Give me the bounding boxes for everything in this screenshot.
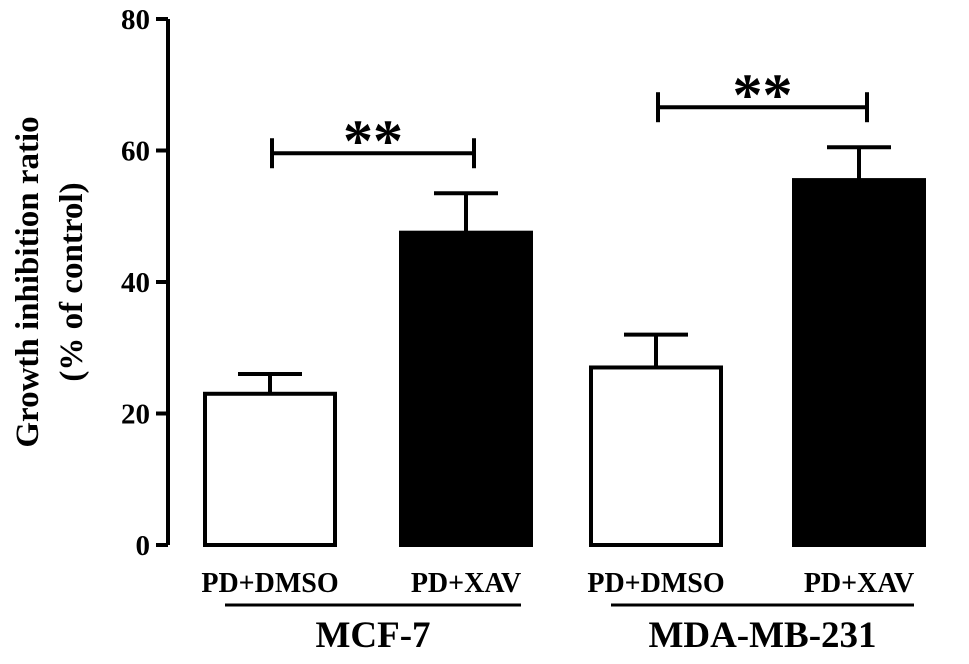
bar [589,365,723,547]
bar [792,178,926,547]
x-category-label: PD+DMSO [587,568,724,599]
y-tick-label: 0 [136,530,151,562]
group-label: MCF-7 [315,615,430,656]
x-axis-labels: PD+DMSO PD+XAV MCF-7 PD+DMSO PD+XAV MDA-MB-23… [201,568,914,656]
y-tick-label: 60 [121,136,150,168]
y-tick-label: 80 [121,4,150,36]
y-axis-ticks: 0 20 40 60 80 [121,4,168,562]
error-bars [238,145,891,394]
y-axis-title-line-2: (% of control) [54,182,90,381]
bars [203,178,926,547]
bar [399,230,533,547]
x-category-label: PD+XAV [804,568,914,599]
x-category-label: PD+XAV [411,568,521,599]
y-tick-label: 20 [121,399,150,431]
significance-marker: ** [733,62,793,128]
y-axis-title: Growth inhibition ratio (% of control) [10,116,90,447]
y-axis-title-line-1: Growth inhibition ratio [10,116,46,447]
x-category-label: PD+DMSO [201,568,338,599]
significance-marker: ** [343,108,403,174]
group-label: MDA-MB-231 [648,615,876,656]
significance-brackets: ** ** [270,62,869,174]
bar [203,391,337,547]
y-tick-label: 40 [121,267,150,299]
